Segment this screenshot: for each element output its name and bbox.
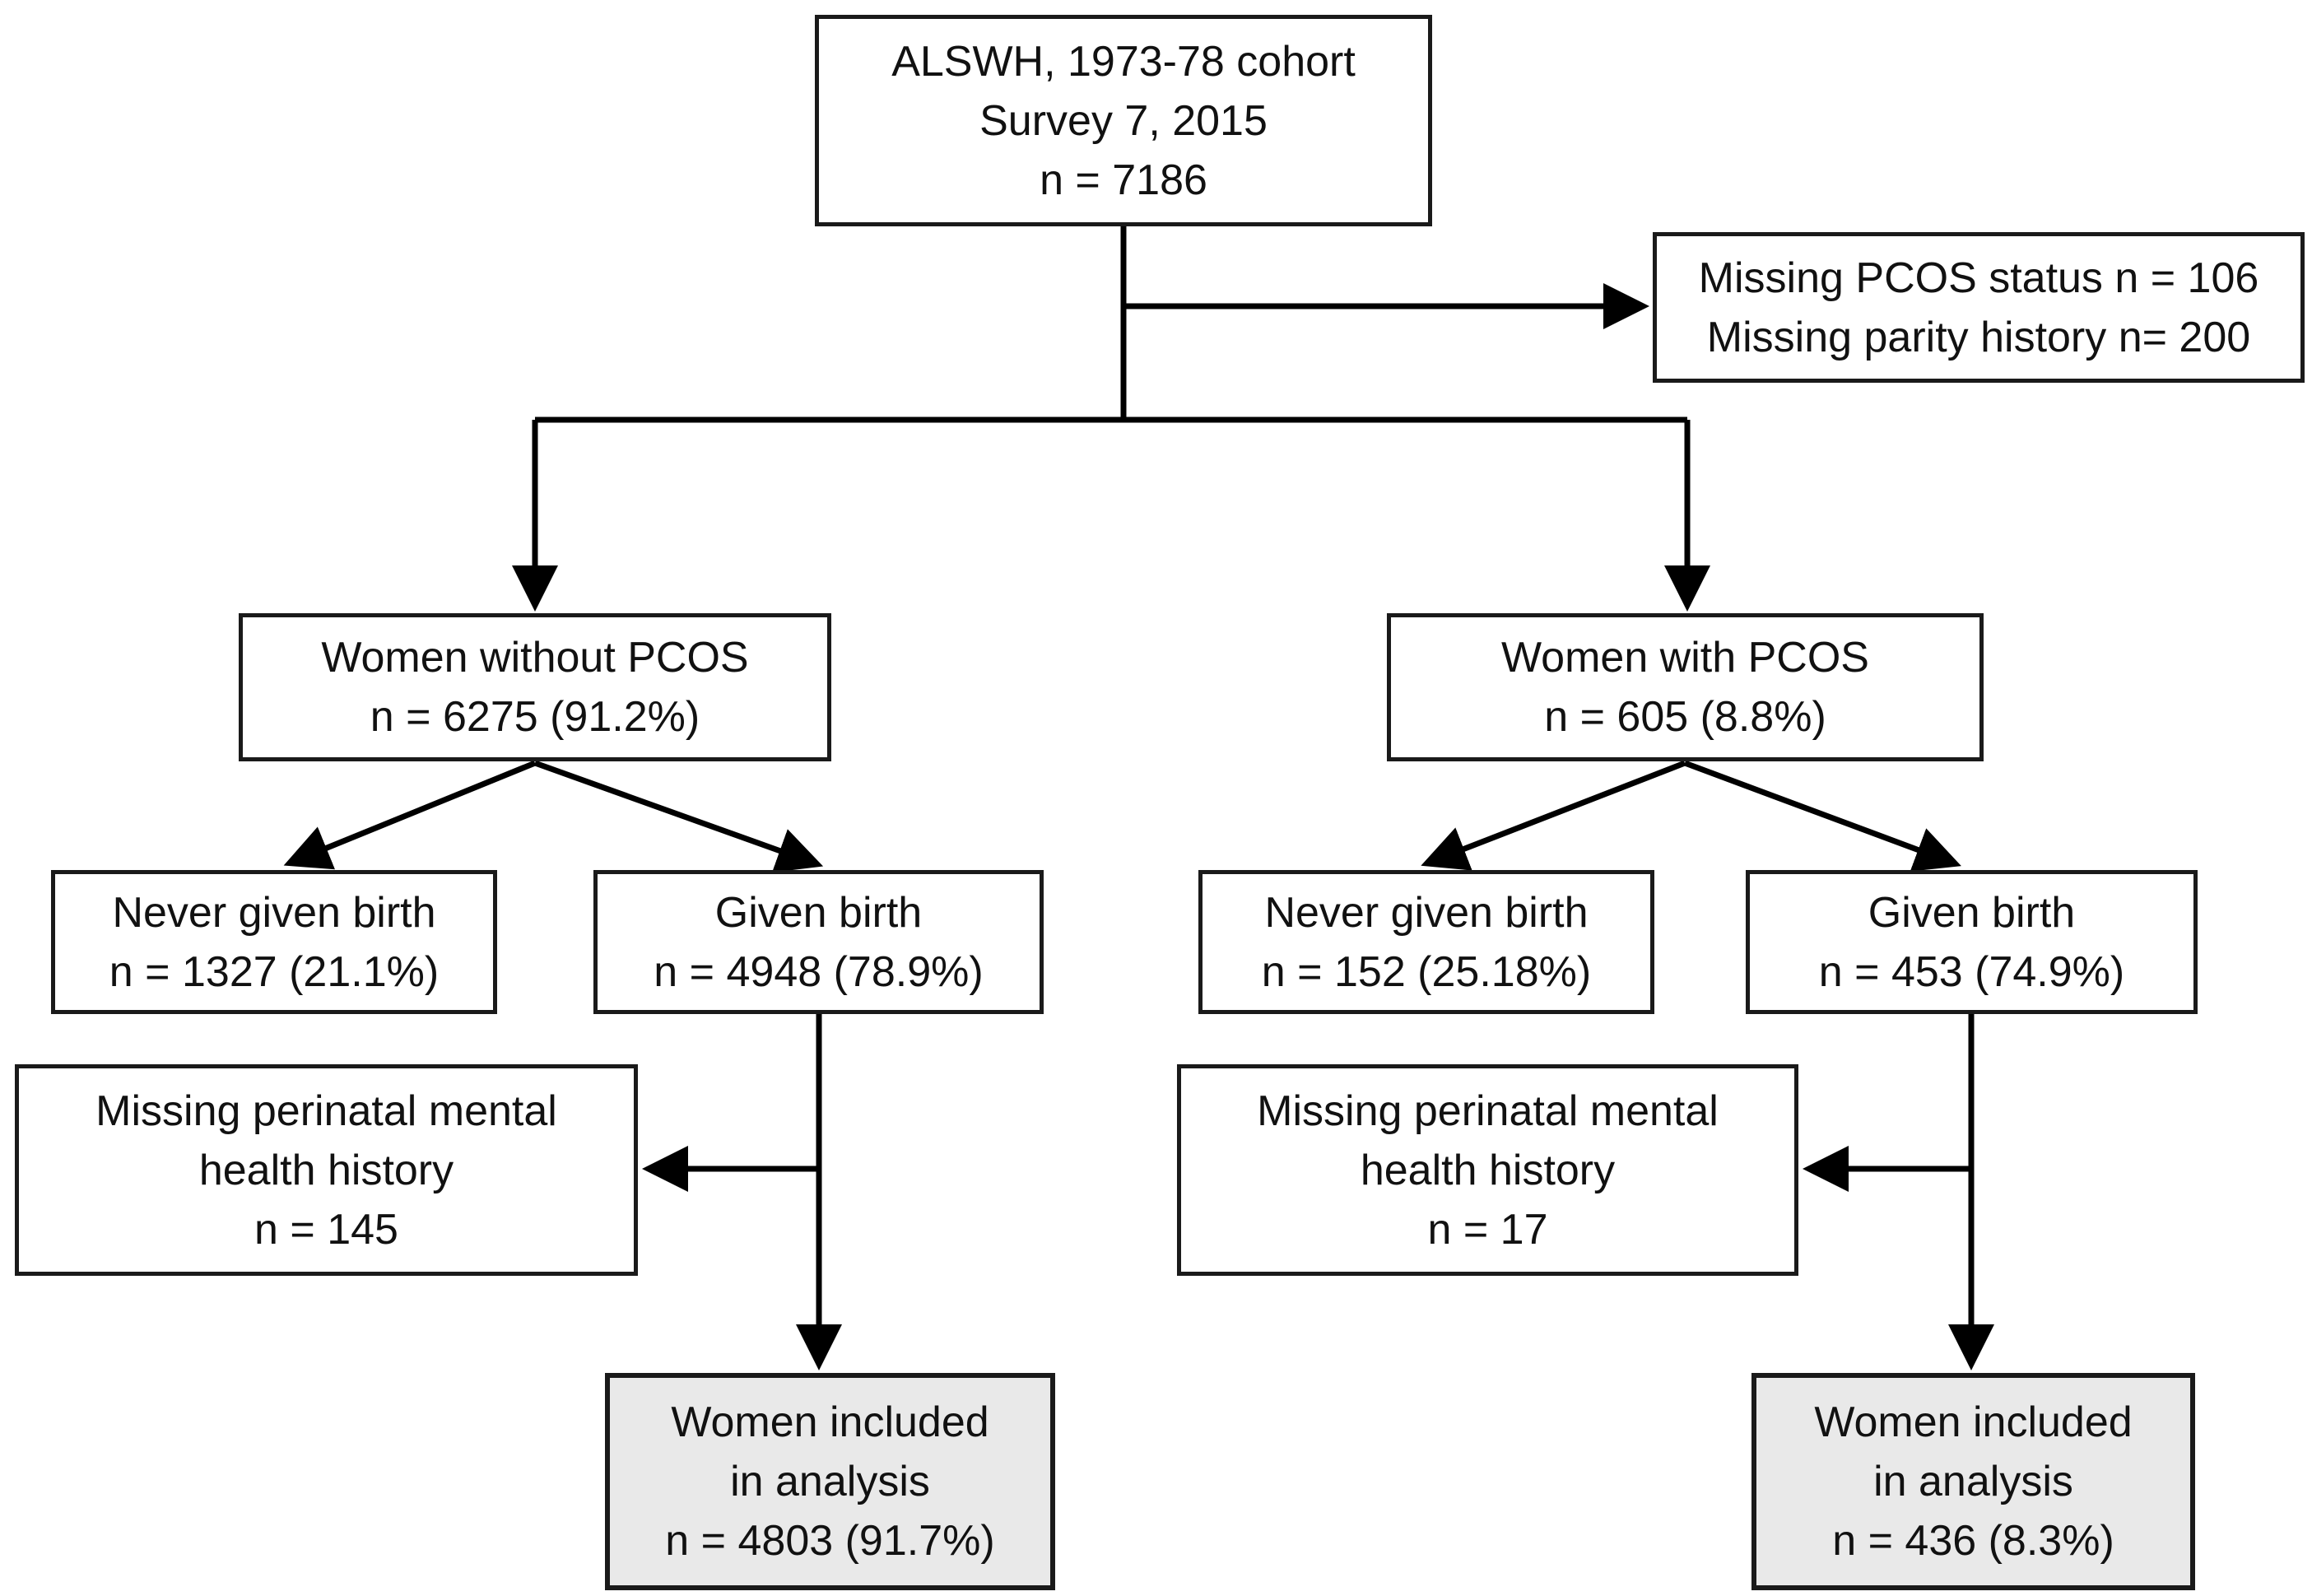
included-no-pcos-line1: Women included (671, 1398, 989, 1446)
without-pcos-box: Women without PCOS n = 6275 (91.2%) (239, 613, 831, 761)
included-no-pcos-box: Women included in analysis n = 4803 (91.… (605, 1373, 1055, 1590)
arrow-with-to-given-birth (1683, 760, 1961, 872)
missing-perinatal-no-pcos-box: Missing perinatal mental health history … (15, 1064, 638, 1276)
missing-status-box: Missing PCOS status n = 106 Missing pari… (1653, 232, 2305, 383)
included-no-pcos-count: n = 4803 (91.7%) (665, 1517, 995, 1565)
cohort-box: ALSWH, 1973-78 cohort Survey 7, 2015 n =… (815, 15, 1432, 226)
cohort-line1: ALSWH, 1973-78 cohort (891, 37, 1356, 86)
missing-perinatal-no-pcos-line1: Missing perinatal mental (95, 1086, 557, 1135)
with-pcos-label: Women with PCOS (1501, 634, 1869, 682)
given-birth-pcos-label: Given birth (1868, 888, 2076, 937)
given-birth-pcos-box: Given birth n = 453 (74.9%) (1746, 870, 2198, 1014)
never-birth-pcos-label: Never given birth (1264, 888, 1589, 937)
given-birth-no-pcos-count: n = 4948 (78.9%) (654, 947, 984, 996)
missing-status-line2: Missing parity history n= 200 (1706, 313, 2251, 361)
without-pcos-label: Women without PCOS (321, 634, 749, 682)
never-birth-no-pcos-box: Never given birth n = 1327 (21.1%) (51, 870, 497, 1014)
missing-perinatal-pcos-line2: health history (1360, 1146, 1616, 1194)
arrow-with-to-never-birth (1421, 760, 1686, 871)
cohort-count: n = 7186 (1040, 156, 1207, 204)
never-birth-no-pcos-count: n = 1327 (21.1%) (109, 947, 440, 996)
with-pcos-count: n = 605 (8.8%) (1544, 693, 1826, 741)
never-birth-no-pcos-label: Never given birth (112, 888, 436, 937)
given-birth-pcos-count: n = 453 (74.9%) (1818, 947, 2125, 996)
never-birth-pcos-box: Never given birth n = 152 (25.18%) (1198, 870, 1654, 1014)
given-birth-no-pcos-label: Given birth (714, 888, 923, 937)
arrow-without-to-never-birth (283, 760, 537, 870)
included-pcos-box: Women included in analysis n = 436 (8.3%… (1751, 1373, 2195, 1590)
missing-status-line1: Missing PCOS status n = 106 (1698, 254, 2259, 302)
missing-perinatal-pcos-box: Missing perinatal mental health history … (1177, 1064, 1798, 1276)
included-pcos-count: n = 436 (8.3%) (1832, 1517, 2114, 1565)
cohort-line2: Survey 7, 2015 (979, 96, 1268, 145)
never-birth-pcos-count: n = 152 (25.18%) (1261, 947, 1592, 996)
arrow-without-to-given-birth (533, 760, 824, 872)
given-birth-no-pcos-box: Given birth n = 4948 (78.9%) (593, 870, 1044, 1014)
without-pcos-count: n = 6275 (91.2%) (370, 693, 700, 741)
missing-perinatal-pcos-count: n = 17 (1427, 1205, 1548, 1254)
included-pcos-line1: Women included (1814, 1398, 2133, 1446)
included-pcos-line2: in analysis (1873, 1458, 2073, 1505)
missing-perinatal-no-pcos-count: n = 145 (254, 1205, 398, 1254)
with-pcos-box: Women with PCOS n = 605 (8.8%) (1387, 613, 1984, 761)
missing-perinatal-no-pcos-line2: health history (198, 1146, 454, 1194)
missing-perinatal-pcos-line1: Missing perinatal mental (1257, 1086, 1719, 1135)
included-no-pcos-line2: in analysis (730, 1458, 930, 1505)
